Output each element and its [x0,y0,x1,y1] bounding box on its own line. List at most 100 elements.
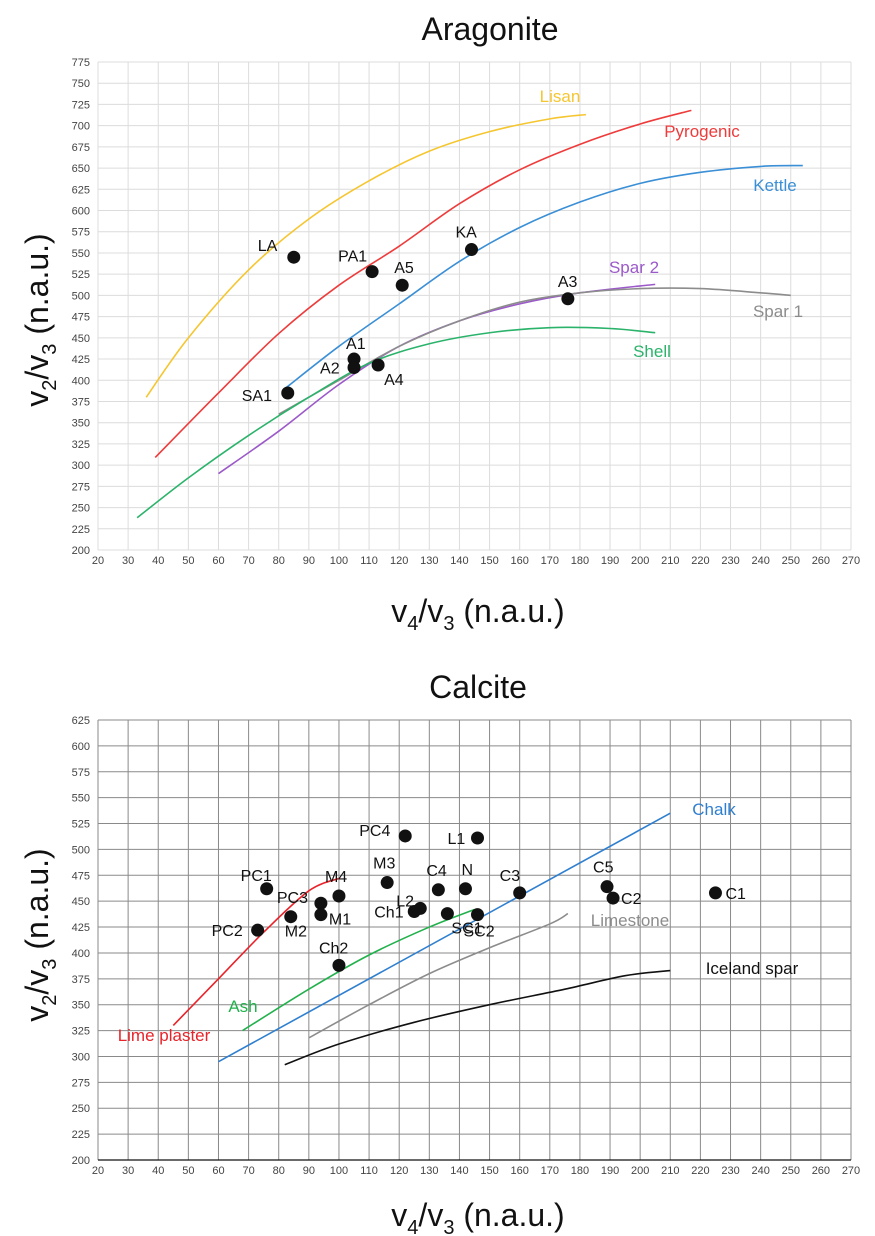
series-label-chalk: Chalk [692,800,736,819]
data-point-c2 [606,891,620,905]
point-label-la: LA [258,238,278,255]
point-label-ka: KA [455,225,477,242]
data-point-pc4 [398,829,412,843]
y-tick-label: 625 [72,715,90,727]
x-tick-label: 230 [721,555,739,567]
series-line-ash [242,908,475,1032]
x-tick-label: 40 [152,555,164,567]
point-label-pc4: PC4 [359,823,390,840]
data-point-ch2 [332,958,346,972]
x-tick-label: 260 [812,1165,830,1177]
calcite-chart: Calcite 20 30 40 50 60 70 80 90 100 110 120 130 140 1… [19,669,860,1236]
y-tick-label: 325 [72,1026,90,1038]
data-point-m2 [284,910,298,924]
x-tick-label: 250 [782,555,800,567]
y-tick-label: 300 [72,460,90,472]
chart-title: Aragonite [422,11,559,47]
series-label-spar-1: Spar 1 [753,302,803,321]
data-point-m1 [314,908,328,922]
y-tick-label: 775 [72,57,90,69]
x-tick-label: 50 [182,1165,194,1177]
x-tick-label: 150 [480,555,498,567]
chart-title: Calcite [429,669,527,705]
y-tick-label: 600 [72,206,90,218]
x-tick-label: 190 [601,555,619,567]
x-tick-label: 60 [212,1165,224,1177]
x-tick-label: 260 [812,555,830,567]
data-point-c1 [708,886,722,900]
x-tick-label: 210 [661,555,679,567]
point-label-m1: M1 [329,912,351,929]
x-tick-label: 80 [273,1165,285,1177]
x-tick-label: 170 [541,555,559,567]
x-tick-label: 270 [842,1165,860,1177]
y-tick-label: 275 [72,481,90,493]
y-tick-label: 425 [72,922,90,934]
data-point-n [458,882,472,896]
series-label-lisan: Lisan [540,87,581,106]
point-label-sa1: SA1 [242,388,272,405]
data-point-pa1 [365,265,379,279]
point-label-a4: A4 [384,372,404,389]
y-tick-label: 500 [72,290,90,302]
x-tick-label: 30 [122,555,134,567]
point-label-c4: C4 [426,863,447,880]
x-tick-label: 110 [360,555,378,567]
x-tick-label: 90 [303,1165,315,1177]
data-point-pc2 [251,923,265,937]
y-tick-label: 475 [72,312,90,324]
y-tick-label: 475 [72,870,90,882]
y-axis-label: v2/v3 (n.a.u.) [19,233,61,406]
point-label-l2: L2 [396,893,414,910]
y-tick-label: 200 [72,545,90,557]
point-label-pc3: PC3 [277,890,308,907]
x-tick-label: 240 [751,555,769,567]
y-tick-label: 200 [72,1155,90,1167]
y-tick-label: 550 [72,793,90,805]
y-tick-label: 300 [72,1051,90,1063]
data-point-m4 [332,889,346,903]
x-tick-label: 130 [420,555,438,567]
data-point-sa1 [281,386,295,400]
data-point-a5 [395,278,409,292]
y-tick-label: 400 [72,948,90,960]
y-tick-label: 450 [72,333,90,345]
x-tick-label: 70 [242,555,254,567]
y-tick-label: 375 [72,974,90,986]
series-label-lime-plaster: Lime plaster [118,1026,211,1045]
point-label-m4: M4 [325,869,347,886]
point-label-c1: C1 [725,886,746,903]
y-tick-label: 325 [72,439,90,451]
x-tick-label: 230 [721,1165,739,1177]
series-line-spar-2 [218,283,656,475]
series-label-shell: Shell [633,342,671,361]
series-line-pyrogenic [154,109,692,459]
y-tick-label: 375 [72,396,90,408]
x-tick-label: 50 [182,555,194,567]
y-tick-label: 275 [72,1077,90,1089]
y-tick-label: 350 [72,418,90,430]
data-point-c5 [600,880,614,894]
x-tick-label: 70 [242,1165,254,1177]
x-tick-label: 270 [842,555,860,567]
series-line-kettle [284,164,803,390]
series-label-iceland-spar: Iceland spar [706,959,799,978]
x-tick-label: 90 [303,555,315,567]
x-axis-label: v4/v3 (n.a.u.) [391,593,564,635]
x-tick-label: 150 [480,1165,498,1177]
y-tick-label: 575 [72,767,90,779]
series-line-iceland-spar [284,969,671,1066]
y-tick-label: 525 [72,269,90,281]
series-label-limestone: Limestone [591,911,669,930]
y-tick-label: 425 [72,354,90,366]
point-label-ch1: Ch1 [374,905,403,922]
x-tick-label: 240 [751,1165,769,1177]
x-tick-label: 140 [450,555,468,567]
y-tick-label: 550 [72,248,90,260]
x-axis-label: v4/v3 (n.a.u.) [391,1197,564,1236]
point-label-pc1: PC1 [241,868,272,885]
point-label-a5: A5 [394,260,414,277]
data-point-ch1 [407,905,421,919]
y-tick-label: 350 [72,1000,90,1012]
